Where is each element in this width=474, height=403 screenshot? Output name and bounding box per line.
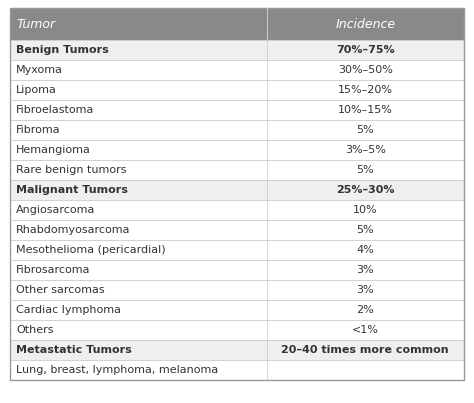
Bar [10, 160, 464, 180]
Text: 3%–5%: 3%–5% [345, 145, 386, 155]
Text: Fibroma: Fibroma [16, 125, 61, 135]
Bar [10, 200, 464, 220]
Text: 5%: 5% [356, 165, 374, 175]
Text: Hemangioma: Hemangioma [16, 145, 91, 155]
Text: 20–40 times more common: 20–40 times more common [282, 345, 449, 355]
Text: Malignant Tumors: Malignant Tumors [16, 185, 128, 195]
Text: 10%–15%: 10%–15% [338, 105, 392, 115]
Text: <1%: <1% [352, 325, 379, 335]
Text: 10%: 10% [353, 205, 378, 215]
Bar [10, 40, 464, 60]
Text: 5%: 5% [356, 125, 374, 135]
Bar [10, 8, 464, 40]
Bar [10, 240, 464, 260]
Text: Fibroelastoma: Fibroelastoma [16, 105, 94, 115]
Text: Tumor: Tumor [16, 17, 55, 31]
Text: 30%–50%: 30%–50% [338, 65, 392, 75]
Text: Myxoma: Myxoma [16, 65, 63, 75]
Bar [10, 80, 464, 100]
Text: 5%: 5% [356, 225, 374, 235]
Text: 2%: 2% [356, 305, 374, 315]
Text: Others: Others [16, 325, 54, 335]
Bar [10, 60, 464, 80]
Text: Rare benign tumors: Rare benign tumors [16, 165, 127, 175]
Text: Benign Tumors: Benign Tumors [16, 45, 109, 55]
Text: Other sarcomas: Other sarcomas [16, 285, 105, 295]
Bar [10, 280, 464, 300]
Text: 4%: 4% [356, 245, 374, 255]
Text: Lung, breast, lymphoma, melanoma: Lung, breast, lymphoma, melanoma [16, 365, 218, 375]
Text: 3%: 3% [356, 285, 374, 295]
Text: 3%: 3% [356, 265, 374, 275]
Bar [10, 100, 464, 120]
Text: 15%–20%: 15%–20% [338, 85, 393, 95]
Text: 25%–30%: 25%–30% [336, 185, 394, 195]
Text: Incidence: Incidence [335, 17, 395, 31]
Text: Mesothelioma (pericardial): Mesothelioma (pericardial) [16, 245, 165, 255]
Text: Cardiac lymphoma: Cardiac lymphoma [16, 305, 121, 315]
Text: Angiosarcoma: Angiosarcoma [16, 205, 95, 215]
Bar [10, 220, 464, 240]
Bar [10, 120, 464, 140]
Text: Metastatic Tumors: Metastatic Tumors [16, 345, 132, 355]
Text: Rhabdomyosarcoma: Rhabdomyosarcoma [16, 225, 130, 235]
Bar [10, 300, 464, 320]
Text: Lipoma: Lipoma [16, 85, 57, 95]
Bar [10, 360, 464, 380]
Bar [10, 140, 464, 160]
Bar [10, 320, 464, 340]
Bar [10, 260, 464, 280]
Text: 70%–75%: 70%–75% [336, 45, 394, 55]
Bar [10, 340, 464, 360]
Text: Fibrosarcoma: Fibrosarcoma [16, 265, 91, 275]
Bar [10, 180, 464, 200]
